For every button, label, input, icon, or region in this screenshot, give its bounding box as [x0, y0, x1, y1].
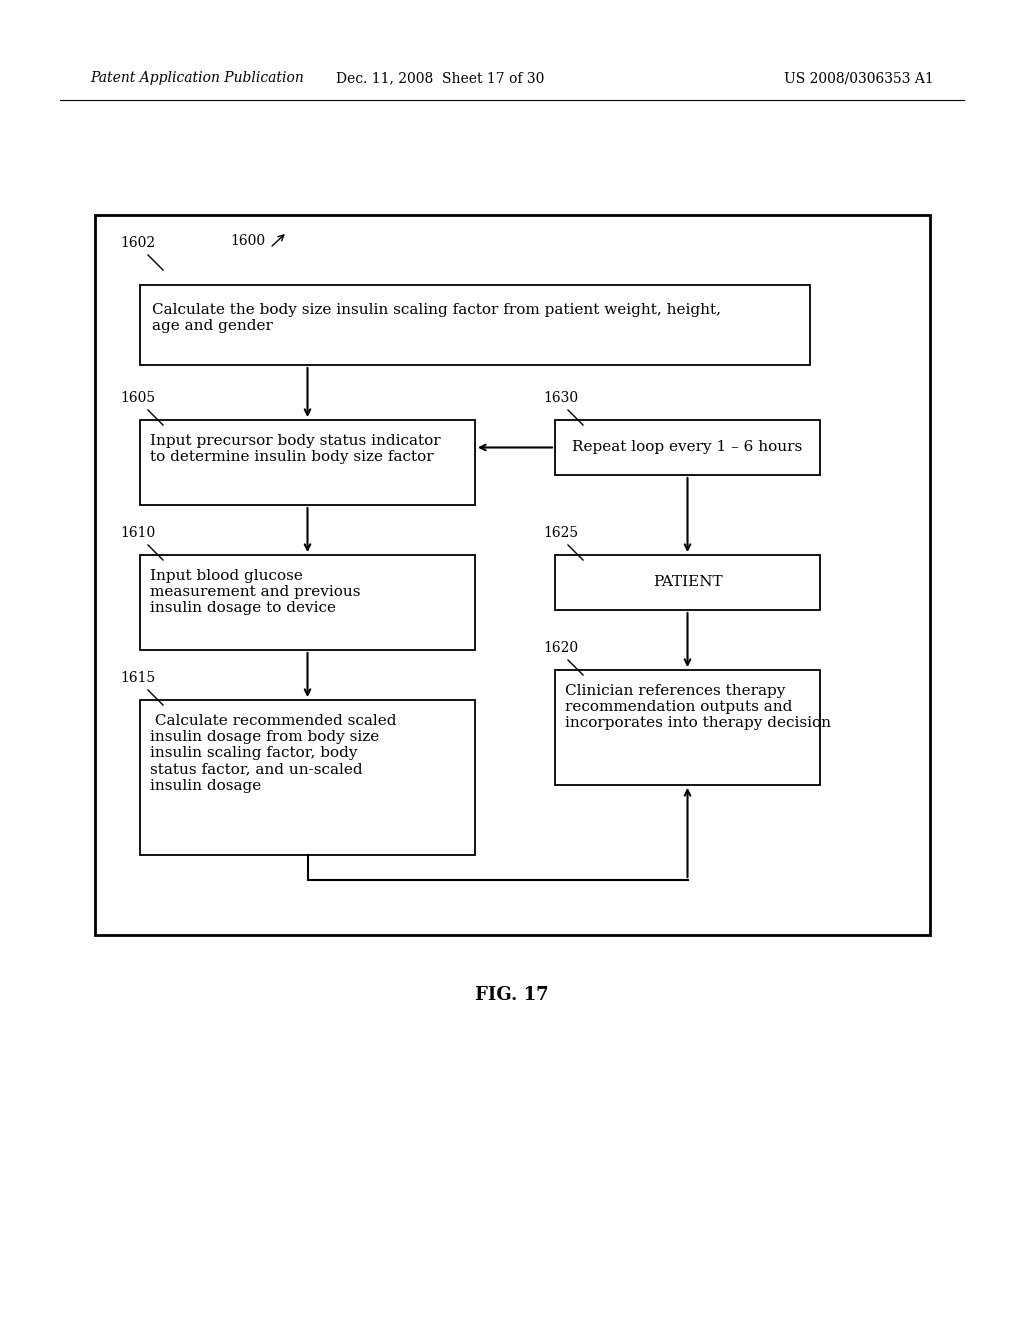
- Text: 1630: 1630: [543, 391, 579, 405]
- Bar: [140, 700, 475, 855]
- Bar: [555, 671, 820, 785]
- Text: 1605: 1605: [120, 391, 155, 405]
- Text: 1620: 1620: [543, 642, 579, 655]
- Text: 1625: 1625: [543, 525, 579, 540]
- Text: Calculate the body size insulin scaling factor from patient weight, height,
age : Calculate the body size insulin scaling …: [152, 304, 721, 333]
- Text: 1602: 1602: [120, 236, 155, 249]
- Text: US 2008/0306353 A1: US 2008/0306353 A1: [784, 71, 934, 84]
- Bar: [140, 420, 475, 506]
- Text: Patent Application Publication: Patent Application Publication: [90, 71, 304, 84]
- Text: Clinician references therapy
recommendation outputs and
incorporates into therap: Clinician references therapy recommendat…: [565, 684, 831, 730]
- Text: PATIENT: PATIENT: [652, 576, 722, 590]
- Text: 1615: 1615: [120, 671, 156, 685]
- Bar: [555, 420, 820, 475]
- Bar: [140, 554, 475, 649]
- Text: Dec. 11, 2008  Sheet 17 of 30: Dec. 11, 2008 Sheet 17 of 30: [336, 71, 545, 84]
- Text: Calculate recommended scaled
insulin dosage from body size
insulin scaling facto: Calculate recommended scaled insulin dos…: [150, 714, 396, 793]
- Bar: [555, 554, 820, 610]
- Text: Input precursor body status indicator
to determine insulin body size factor: Input precursor body status indicator to…: [150, 434, 440, 465]
- Bar: [95, 215, 930, 935]
- Text: 1610: 1610: [120, 525, 156, 540]
- Bar: [140, 285, 810, 366]
- Text: Input blood glucose
measurement and previous
insulin dosage to device: Input blood glucose measurement and prev…: [150, 569, 360, 615]
- Text: 1600: 1600: [230, 234, 265, 248]
- Text: Repeat loop every 1 – 6 hours: Repeat loop every 1 – 6 hours: [572, 441, 803, 454]
- Text: FIG. 17: FIG. 17: [475, 986, 549, 1005]
